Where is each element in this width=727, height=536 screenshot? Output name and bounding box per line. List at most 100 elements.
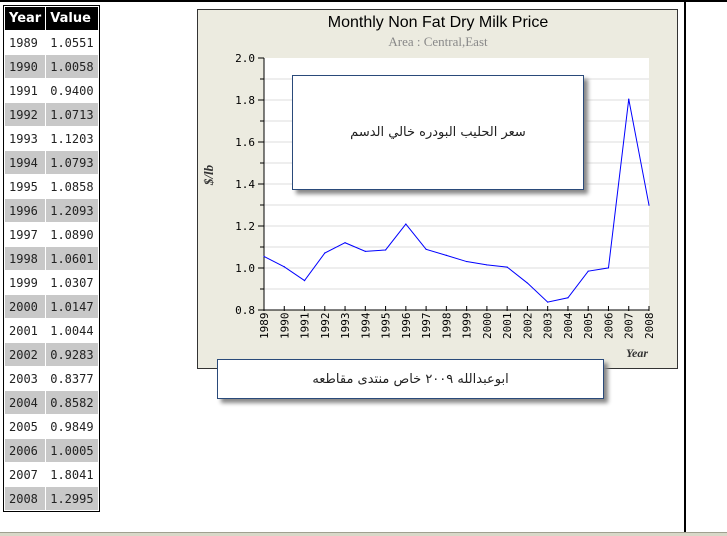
table-row: 1999 1.0307 bbox=[5, 271, 98, 294]
x-tick-label: 1990 bbox=[278, 313, 291, 340]
data-point bbox=[364, 250, 366, 252]
table-row: 2006 1.0005 bbox=[5, 439, 98, 462]
x-tick-label: 2001 bbox=[501, 313, 514, 340]
table-row: 1992 1.0713 bbox=[5, 103, 98, 126]
chart-title: Monthly Non Fat Dry Milk Price bbox=[328, 14, 549, 31]
value-cell: 1.1203 bbox=[50, 131, 94, 146]
value-cell: 1.0793 bbox=[46, 151, 98, 174]
value-cell: 1.2093 bbox=[46, 199, 98, 222]
x-tick-label: 2003 bbox=[542, 313, 555, 340]
data-point bbox=[587, 270, 589, 272]
table-row: 2008 1.2995 bbox=[5, 487, 98, 510]
x-tick-label: 1989 bbox=[258, 313, 271, 340]
value-cell: 0.9400 bbox=[50, 83, 94, 98]
data-table: Year Value 1989 1.0551 1990 1.0058 1991 0.940… bbox=[3, 5, 100, 512]
value-cell: 1.0044 bbox=[50, 323, 94, 338]
y-axis-label: $/lb bbox=[201, 164, 216, 186]
x-tick-label: 1991 bbox=[299, 313, 312, 340]
x-tick-label: 1997 bbox=[420, 313, 433, 340]
table-row: 1996 1.2093 bbox=[5, 199, 98, 222]
table-row: 1995 1.0858 bbox=[5, 175, 98, 198]
year-cell: 2005 bbox=[9, 419, 38, 434]
x-tick-label: 1994 bbox=[359, 312, 372, 339]
table-row: 2005 0.9849 bbox=[5, 415, 98, 438]
x-tick-label: 2002 bbox=[521, 313, 534, 340]
header-year: Year bbox=[5, 7, 46, 30]
y-tick-label: 1.6 bbox=[235, 136, 255, 149]
table-row: 1990 1.0058 bbox=[5, 55, 98, 78]
value-cell: 1.8041 bbox=[50, 467, 94, 482]
data-point bbox=[486, 264, 488, 266]
x-tick-label: 2005 bbox=[582, 313, 595, 340]
value-cell: 1.0890 bbox=[50, 227, 94, 242]
series-line bbox=[263, 99, 650, 303]
data-point bbox=[607, 267, 610, 269]
data-point bbox=[425, 248, 427, 250]
y-tick-label: 2.0 bbox=[235, 52, 255, 65]
year-cell: 1993 bbox=[9, 131, 38, 146]
data-point bbox=[547, 301, 549, 303]
y-tick-label: 1.4 bbox=[235, 178, 255, 191]
y-tick-label: 1.8 bbox=[235, 94, 255, 107]
y-tick-label: 0.8 bbox=[235, 304, 255, 317]
x-tick-label: 1995 bbox=[380, 313, 393, 340]
data-point bbox=[303, 280, 306, 282]
data-point bbox=[324, 252, 326, 254]
year-cell: 1994 bbox=[5, 151, 46, 174]
x-tick-label: 2008 bbox=[643, 313, 656, 340]
table-row: 2002 0.9283 bbox=[5, 343, 98, 366]
x-axis-label: Year bbox=[626, 346, 648, 360]
data-point bbox=[445, 254, 447, 256]
year-cell: 2007 bbox=[9, 467, 38, 482]
header-value: Value bbox=[46, 7, 98, 30]
table-row: 1997 1.0890 bbox=[5, 223, 98, 246]
table-row: 2007 1.8041 bbox=[5, 463, 98, 486]
data-point bbox=[405, 223, 407, 225]
value-cell: 1.0601 bbox=[46, 247, 98, 270]
x-tick-label: 1993 bbox=[339, 313, 352, 340]
year-cell: 1997 bbox=[9, 227, 38, 242]
y-tick-label: 1.0 bbox=[235, 262, 255, 275]
year-cell: 2008 bbox=[5, 487, 46, 510]
year-cell: 1992 bbox=[5, 103, 46, 126]
table-row: 2000 1.0147 bbox=[5, 295, 98, 318]
year-cell: 1998 bbox=[5, 247, 46, 270]
table-row: 1991 0.9400 bbox=[5, 79, 98, 102]
x-tick-label: 1996 bbox=[400, 313, 413, 340]
value-cell: 1.0058 bbox=[46, 55, 98, 78]
year-cell: 2003 bbox=[9, 371, 38, 386]
x-tick-label: 2000 bbox=[481, 313, 494, 340]
year-cell: 1991 bbox=[9, 83, 38, 98]
data-point bbox=[344, 242, 346, 244]
value-cell: 1.0858 bbox=[50, 179, 94, 194]
top-border bbox=[0, 0, 727, 2]
year-cell: 2004 bbox=[5, 391, 46, 414]
value-cell: 0.9849 bbox=[50, 419, 94, 434]
table-row: 1994 1.0793 bbox=[5, 151, 98, 174]
value-cell: 1.2995 bbox=[46, 487, 98, 510]
data-point bbox=[648, 204, 650, 206]
value-cell: 1.0307 bbox=[50, 275, 94, 290]
year-cell: 1989 bbox=[9, 35, 38, 50]
x-tick-label: 1992 bbox=[319, 313, 332, 340]
data-point bbox=[263, 255, 265, 258]
table-row: 1993 1.1203 bbox=[5, 127, 98, 150]
x-tick-label: 2006 bbox=[602, 313, 615, 340]
data-point bbox=[526, 282, 529, 284]
data-point bbox=[283, 266, 285, 268]
table-row: 2001 1.0044 bbox=[5, 319, 98, 342]
value-cell: 0.9283 bbox=[46, 343, 98, 366]
year-cell: 1996 bbox=[5, 199, 46, 222]
right-border bbox=[684, 0, 686, 532]
value-cell: 1.0005 bbox=[46, 439, 98, 462]
x-tick-label: 2007 bbox=[623, 313, 636, 340]
annotation-text-1: سعر الحليب البودره خالي الدسم bbox=[350, 125, 526, 140]
year-cell: 2000 bbox=[5, 295, 46, 318]
value-cell: 1.0713 bbox=[46, 103, 98, 126]
data-point bbox=[628, 98, 630, 100]
y-tick-label: 1.2 bbox=[235, 220, 255, 233]
data-point bbox=[384, 249, 387, 251]
data-point bbox=[466, 260, 468, 263]
x-tick-label: 1999 bbox=[461, 313, 474, 340]
value-cell: 0.8582 bbox=[46, 391, 98, 414]
